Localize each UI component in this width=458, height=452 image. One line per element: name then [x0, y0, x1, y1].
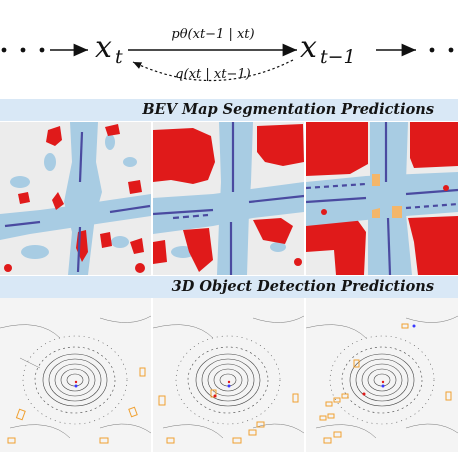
- bev-panel-noisy: [0, 122, 151, 275]
- bev-panel-final: [306, 122, 458, 275]
- trailing-ellipsis: [429, 47, 454, 53]
- det-panel-intermediate: [153, 298, 304, 452]
- forward-process-arrow: [132, 59, 294, 82]
- diffusion-equation: x t pθ(xt−1 | xt) q(xt | xt−1) x t−1: [0, 0, 458, 98]
- x-t-symbol: x: [95, 30, 112, 65]
- forward-process-label: q(xt | xt−1): [175, 67, 250, 82]
- x-tm1-symbol: x: [300, 30, 317, 65]
- x-t-subscript: t: [115, 46, 123, 68]
- bev-panel-intermediate: [153, 122, 304, 275]
- det-section-title: 3D Object Detection Predictions: [0, 276, 458, 298]
- reverse-process-label: pθ(xt−1 | xt): [171, 27, 254, 42]
- x-tm1-subscript: t−1: [320, 46, 356, 68]
- bev-section-title: BEV Map Segmentation Predictions: [0, 99, 458, 121]
- equation-diagram: x t pθ(xt−1 | xt) q(xt | xt−1) x t−1: [1, 27, 454, 82]
- leading-ellipsis: [1, 47, 45, 53]
- det-panel-noisy: [0, 298, 151, 452]
- det-panel-final: [306, 298, 458, 452]
